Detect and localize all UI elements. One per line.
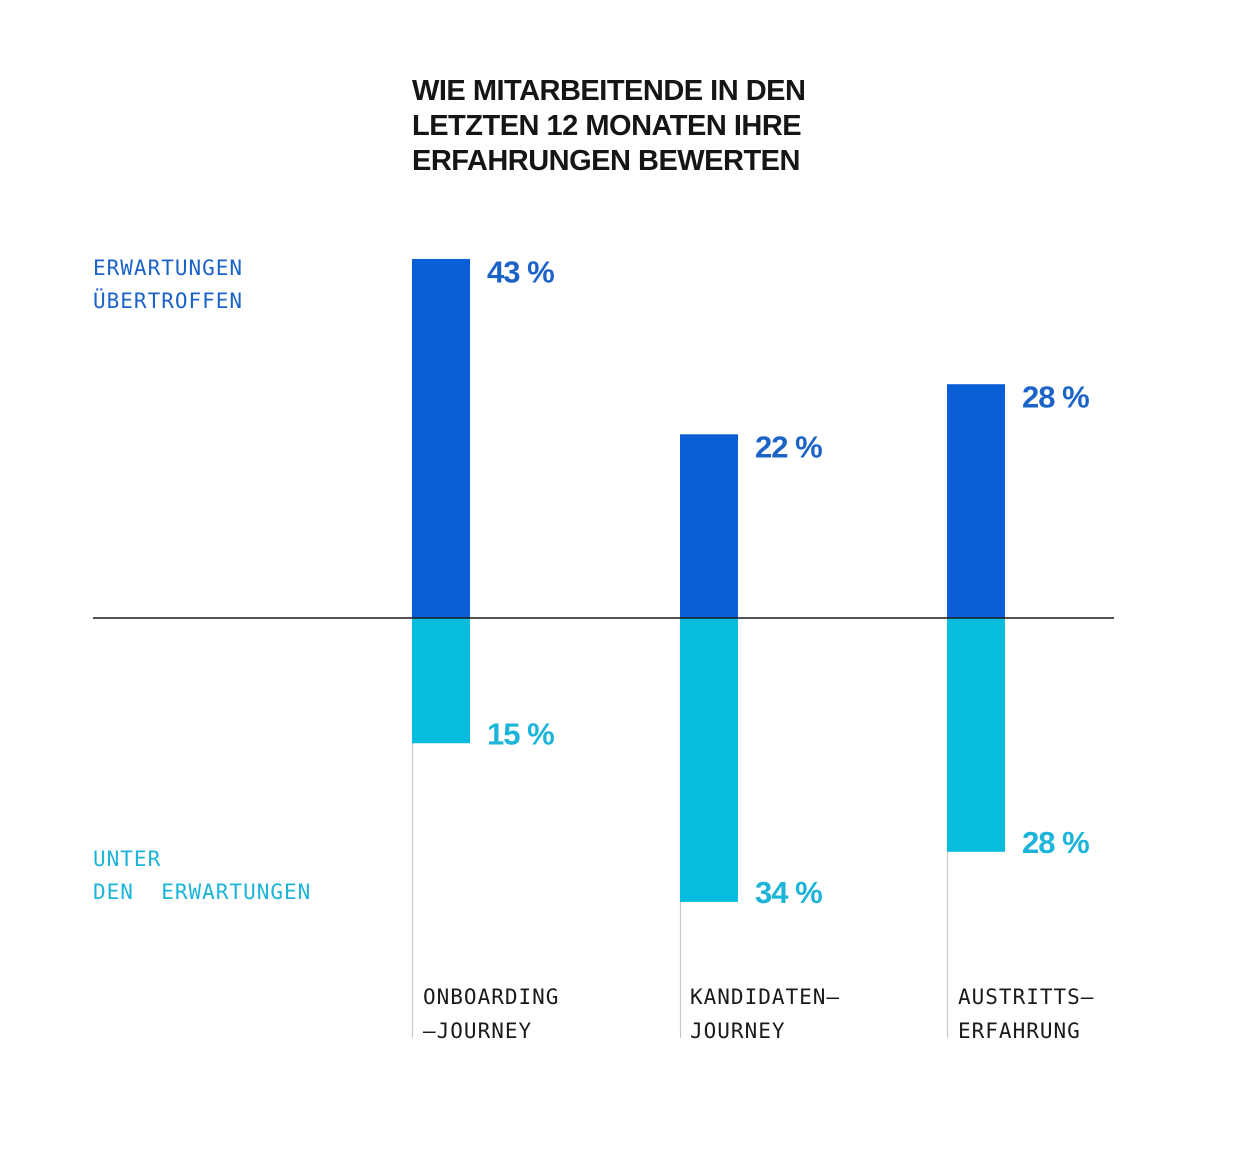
category-label-austritt: AUSTRITTS– ERFAHRUNG — [958, 980, 1094, 1048]
category-label-line: ONBOARDING — [423, 985, 560, 1009]
bar-below-1 — [412, 618, 470, 744]
category-label-line: KANDIDATEN– — [690, 985, 841, 1009]
legend-below: UNTER DEN ERWARTUNGEN — [93, 843, 311, 909]
value-label-below-1: 15 % — [487, 716, 554, 751]
bar-exceeded-3 — [947, 384, 1005, 618]
category-label-line: ERFAHRUNG — [958, 1019, 1081, 1043]
chart-title-line: WIE MITARBEITENDE IN DEN — [412, 75, 806, 107]
bar-exceeded-2 — [680, 434, 738, 618]
value-label-below-3: 28 % — [1022, 825, 1089, 860]
chart-title: WIE MITARBEITENDE IN DEN LETZTEN 12 MONA… — [412, 74, 892, 179]
category-label-kandidaten: KANDIDATEN– JOURNEY — [690, 980, 840, 1048]
bar-exceeded-1 — [412, 258, 470, 618]
category-label-line: –JOURNEY — [423, 1019, 533, 1043]
value-label-exceeded-2: 22 % — [755, 430, 822, 465]
legend-label-line: UNTER — [93, 847, 162, 871]
category-label-onboarding: ONBOARDING –JOURNEY — [423, 980, 559, 1048]
legend-label-line: ÜBERTROFFEN — [93, 289, 244, 313]
legend-label-line: DEN ERWARTUNGEN — [93, 880, 312, 904]
chart-title-line: ERFAHRUNGEN BEWERTEN — [412, 145, 800, 177]
bar-below-3 — [947, 618, 1005, 852]
legend-exceeded: ERWARTUNGEN ÜBERTROFFEN — [93, 252, 243, 318]
bar-below-2 — [680, 618, 738, 902]
value-label-exceeded-3: 28 % — [1022, 380, 1089, 415]
chart-title-line: LETZTEN 12 MONATEN IHRE — [412, 110, 802, 142]
value-label-below-2: 34 % — [755, 875, 822, 910]
category-label-line: JOURNEY — [690, 1019, 786, 1043]
legend-label-line: ERWARTUNGEN — [93, 256, 244, 280]
value-label-exceeded-1: 43 % — [487, 254, 554, 289]
category-label-line: AUSTRITTS– — [958, 985, 1095, 1009]
